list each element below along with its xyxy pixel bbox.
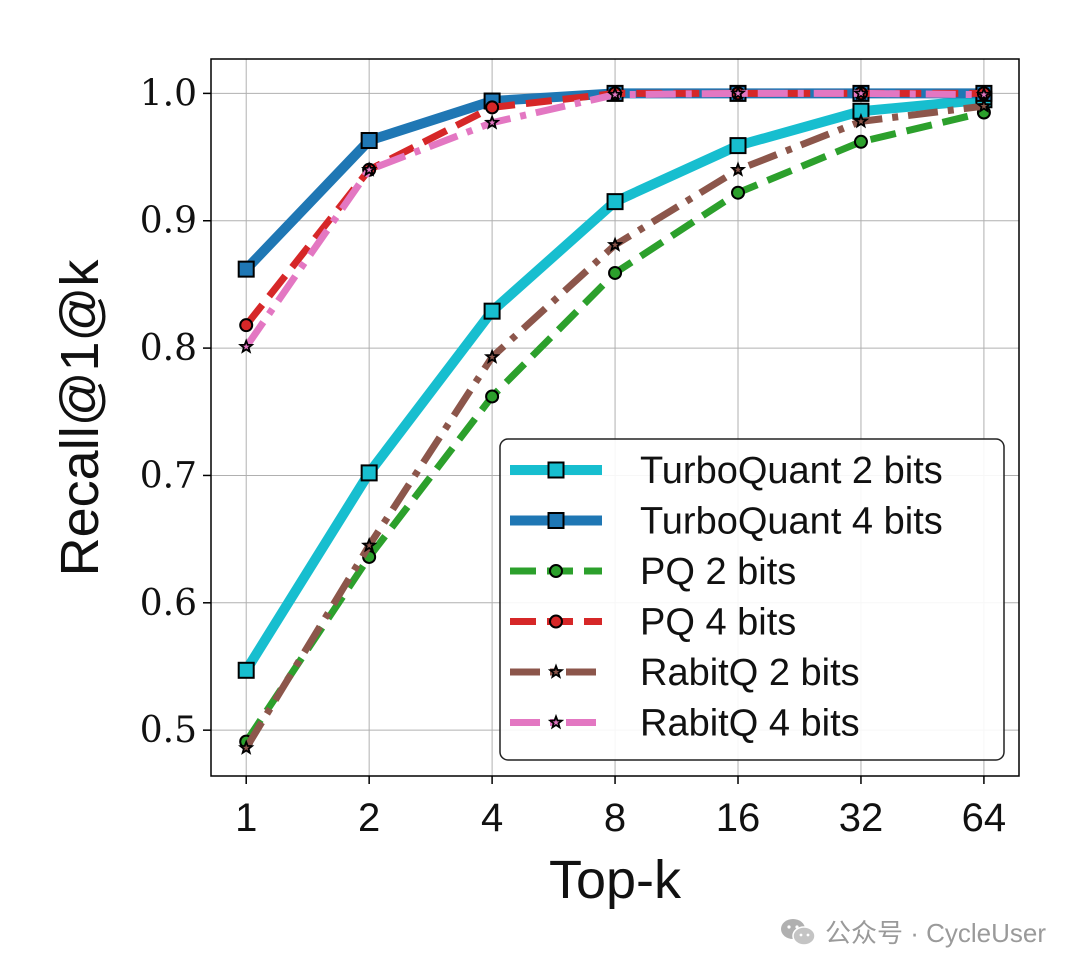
x-tick-label: 4 xyxy=(481,796,503,840)
data-point xyxy=(729,84,747,101)
data-point xyxy=(483,302,501,320)
x-tick-label: 32 xyxy=(839,796,884,840)
legend-item: PQ 4 bits xyxy=(510,602,796,644)
y-tick-label: 1.0 xyxy=(140,73,197,114)
data-point xyxy=(361,161,378,177)
data-point xyxy=(483,114,501,130)
data-point xyxy=(237,661,255,679)
legend-item: TurboQuant 2 bits xyxy=(510,450,943,492)
data-point xyxy=(853,134,868,149)
legend-marker xyxy=(547,713,565,730)
legend-marker xyxy=(549,614,563,629)
data-point xyxy=(606,193,624,211)
data-point xyxy=(360,464,378,482)
legend-marker xyxy=(547,663,565,679)
legend-label: TurboQuant 2 bits xyxy=(640,450,943,492)
data-point xyxy=(606,236,624,252)
legend-label: RabitQ 2 bits xyxy=(640,652,860,694)
data-point xyxy=(239,318,254,333)
legend-item: TurboQuant 4 bits xyxy=(510,501,943,543)
y-tick-label: 0.9 xyxy=(140,201,197,242)
data-point xyxy=(238,338,255,354)
data-point xyxy=(237,260,255,278)
x-tick-label: 16 xyxy=(716,796,761,840)
legend-item: RabitQ 2 bits xyxy=(510,652,860,694)
series-4 xyxy=(238,97,993,755)
data-point xyxy=(852,112,870,129)
x-tick-label: 1 xyxy=(235,796,257,840)
axis-ticks: 0.5 0.6 0.7 0.8 0.9 1.0 1 2 4 8 16 32 64 xyxy=(140,73,1006,840)
legend-label: PQ 4 bits xyxy=(640,602,796,644)
data-point xyxy=(238,739,255,755)
legend-label: TurboQuant 4 bits xyxy=(640,501,943,543)
legend: TurboQuant 2 bits TurboQuant 4 bits PQ 2 b… xyxy=(499,438,1005,761)
data-point xyxy=(485,389,500,404)
watermark: 公众号 · CycleUser xyxy=(779,913,1046,950)
data-point xyxy=(485,100,500,115)
data-point xyxy=(361,536,378,553)
y-tick-label: 0.7 xyxy=(140,455,197,496)
legend-item: PQ 2 bits xyxy=(510,551,796,593)
data-point xyxy=(729,161,747,177)
legend-box xyxy=(499,438,1005,761)
watermark-text: 公众号 · CycleUser xyxy=(824,918,1046,948)
x-axis-label: Top-k xyxy=(549,850,682,910)
series-0 xyxy=(237,91,993,679)
y-axis-label: Recall@1@k xyxy=(50,259,110,577)
data-point xyxy=(729,137,747,155)
data-point xyxy=(608,265,623,280)
data-point xyxy=(360,132,378,150)
data-point xyxy=(483,348,501,364)
legend-label: PQ 2 bits xyxy=(640,551,796,593)
data-point xyxy=(731,185,746,200)
data-point xyxy=(852,84,870,101)
x-tick-label: 64 xyxy=(962,796,1007,840)
legend-marker xyxy=(547,461,565,479)
legend-marker xyxy=(549,564,563,578)
legend-label: RabitQ 4 bits xyxy=(640,703,860,745)
y-tick-label: 0.5 xyxy=(140,710,197,751)
wechat-icon xyxy=(780,918,816,946)
y-tick-label: 0.8 xyxy=(140,328,197,369)
data-point xyxy=(975,86,993,102)
y-tick-label: 0.6 xyxy=(140,583,197,624)
x-tick-label: 2 xyxy=(358,796,380,840)
series-5 xyxy=(238,84,993,354)
data-point xyxy=(606,86,624,102)
legend-marker xyxy=(547,512,565,529)
series-layer xyxy=(237,84,993,755)
x-tick-label: 8 xyxy=(604,796,626,840)
legend-item: RabitQ 4 bits xyxy=(510,703,860,745)
data-point xyxy=(975,97,993,114)
